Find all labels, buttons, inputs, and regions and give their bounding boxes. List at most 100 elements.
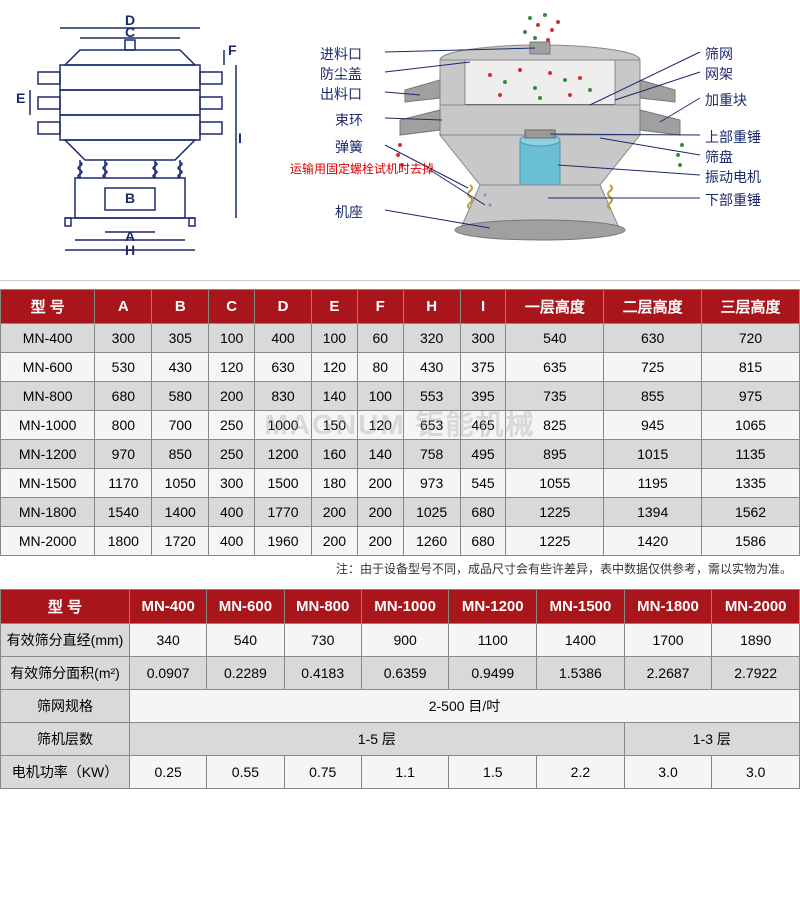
- col-header: MN-400: [130, 590, 207, 624]
- cell: 140: [311, 382, 357, 411]
- cell: 3.0: [712, 756, 800, 789]
- cell: 1540: [95, 498, 152, 527]
- cell: 200: [311, 498, 357, 527]
- cell: 580: [152, 382, 209, 411]
- layers-v2: 1-3 层: [624, 723, 799, 756]
- layers-label: 筛机层数: [1, 723, 130, 756]
- col-header: C: [209, 290, 255, 324]
- label-outlet: 出料口: [320, 84, 362, 104]
- col-header: D: [255, 290, 312, 324]
- cell: 825: [506, 411, 604, 440]
- cutaway-diagram: 进料口 防尘盖 出料口 束环 弹簧 运输用固定螺栓试机时去掉 机座 筛网 网架 …: [280, 0, 800, 280]
- row-label: 有效筛分面积(m²): [1, 657, 130, 690]
- col-header: 型 号: [1, 590, 130, 624]
- cell: 1400: [537, 624, 625, 657]
- cell: 1225: [506, 498, 604, 527]
- cell: 680: [95, 382, 152, 411]
- col-header: H: [403, 290, 460, 324]
- cell: 553: [403, 382, 460, 411]
- cell: 0.25: [130, 756, 207, 789]
- cell: 400: [209, 527, 255, 556]
- cell: 120: [357, 411, 403, 440]
- col-header: B: [152, 290, 209, 324]
- cell: MN-600: [1, 353, 95, 382]
- table-header-row: 型 号ABCDEFHI一层高度二层高度三层高度: [1, 290, 800, 324]
- cell: 1225: [506, 527, 604, 556]
- cell: 1170: [95, 469, 152, 498]
- cell: 653: [403, 411, 460, 440]
- cell: 1420: [604, 527, 702, 556]
- col-header: MN-2000: [712, 590, 800, 624]
- mesh-spec-label: 筛网规格: [1, 690, 130, 723]
- cell: 200: [357, 498, 403, 527]
- label-sieve-tray: 筛盘: [705, 147, 733, 167]
- table-row: MN-60053043012063012080430375635725815: [1, 353, 800, 382]
- cell: 400: [209, 498, 255, 527]
- cell: 340: [130, 624, 207, 657]
- col-header: MN-800: [284, 590, 361, 624]
- cell: 1000: [255, 411, 312, 440]
- cell: 1135: [702, 440, 800, 469]
- cell: 900: [361, 624, 449, 657]
- cell: 895: [506, 440, 604, 469]
- cell: 700: [152, 411, 209, 440]
- technical-drawing: D C F E B A H I: [0, 0, 280, 280]
- cell: 395: [460, 382, 506, 411]
- cell: 1400: [152, 498, 209, 527]
- cell: 0.2289: [207, 657, 284, 690]
- cell: MN-1200: [1, 440, 95, 469]
- label-transport-bolt: 运输用固定螺栓试机时去掉: [290, 160, 434, 177]
- cell: 1025: [403, 498, 460, 527]
- cell: 540: [207, 624, 284, 657]
- cell: MN-800: [1, 382, 95, 411]
- cell: MN-400: [1, 324, 95, 353]
- col-header: MN-1200: [449, 590, 537, 624]
- cell: 815: [702, 353, 800, 382]
- cell: 160: [311, 440, 357, 469]
- cell: 2.2: [537, 756, 625, 789]
- cell: 0.55: [207, 756, 284, 789]
- cell: 200: [357, 469, 403, 498]
- col-header: 型 号: [1, 290, 95, 324]
- cell: 300: [209, 469, 255, 498]
- cell: 830: [255, 382, 312, 411]
- cell: 3.0: [624, 756, 712, 789]
- cell: 970: [95, 440, 152, 469]
- cell: 1335: [702, 469, 800, 498]
- table-row: MN-2000180017204001960200200126068012251…: [1, 527, 800, 556]
- mesh-spec-value: 2-500 目/吋: [130, 690, 800, 723]
- cell: 120: [311, 353, 357, 382]
- cell: 100: [357, 382, 403, 411]
- cell: MN-2000: [1, 527, 95, 556]
- table-header-row: 型 号MN-400MN-600MN-800MN-1000MN-1200MN-15…: [1, 590, 800, 624]
- cell: 530: [95, 353, 152, 382]
- label-base: 机座: [335, 202, 363, 222]
- specs-table: 型 号MN-400MN-600MN-800MN-1000MN-1200MN-15…: [0, 589, 800, 789]
- label-inlet: 进料口: [320, 44, 362, 64]
- cell: 635: [506, 353, 604, 382]
- col-header: MN-1800: [624, 590, 712, 624]
- dim-i: I: [238, 130, 242, 146]
- table-row: 有效筛分直经(mm)3405407309001100140017001890: [1, 624, 800, 657]
- col-header: E: [311, 290, 357, 324]
- cell: 495: [460, 440, 506, 469]
- cell: 140: [357, 440, 403, 469]
- cell: 1800: [95, 527, 152, 556]
- cell: 200: [209, 382, 255, 411]
- cell: 300: [95, 324, 152, 353]
- label-motor: 振动电机: [705, 167, 761, 187]
- label-dustcover: 防尘盖: [320, 64, 362, 84]
- cell: 730: [284, 624, 361, 657]
- cell: 735: [506, 382, 604, 411]
- cell: MN-1500: [1, 469, 95, 498]
- cell: 200: [311, 527, 357, 556]
- cell: 100: [311, 324, 357, 353]
- cell: 540: [506, 324, 604, 353]
- table-row: 筛网规格 2-500 目/吋: [1, 690, 800, 723]
- cell: 1960: [255, 527, 312, 556]
- cell: 1195: [604, 469, 702, 498]
- cell: 0.9499: [449, 657, 537, 690]
- cell: 60: [357, 324, 403, 353]
- col-header: A: [95, 290, 152, 324]
- cell: 630: [604, 324, 702, 353]
